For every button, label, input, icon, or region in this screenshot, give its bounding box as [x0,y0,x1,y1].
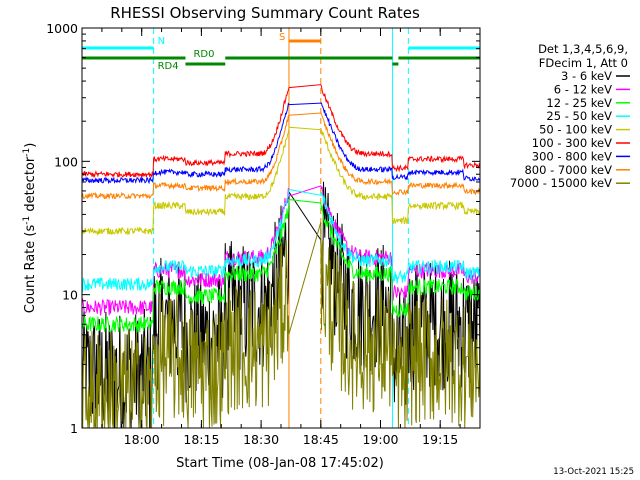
series-line-4 [81,126,481,236]
plot-axes-layer: 18:00 18:15 18:30 18:45 19:00 19:15 1 10 100 1000 [46,21,481,447]
series-line-7 [81,112,481,200]
x-tick-label-1: 18:15 [183,432,219,447]
legend-label-8: 7000 - 15000 keV [510,176,612,190]
series-line-5 [81,84,481,179]
x-tick-label-5: 19:15 [422,432,458,447]
flag-bar-label-1: S [279,32,285,43]
legend-label-4: 50 - 100 keV [539,123,612,137]
y-axis-label-end: ) [23,143,38,148]
legend-header-line-2: FDecim 1, Att 0 [539,56,628,70]
legend-header-line-1: Det 1,3,4,5,6,9, [538,42,628,56]
x-axis-label: Start Time (08-Jan-08 17:45:02) [176,456,384,471]
legend-label-5: 100 - 300 keV [532,136,612,150]
y-tick-label-0: 1 [70,421,78,436]
legend-label-0: 3 - 6 keV [561,69,612,83]
y-tick-label-1: 10 [62,288,78,303]
y-axis-label-sup2: -1 [22,148,32,157]
series-line-8 [81,222,481,429]
x-tick-label-4: 19:00 [362,432,398,447]
legend-label-6: 300 - 800 keV [532,149,612,163]
y-axis-label-mid: detector [23,156,38,216]
footer-date: 13-Oct-2021 15:25 [553,467,634,477]
chart-title: RHESSI Observing Summary Count Rates [110,4,420,22]
y-tick-label-2: 100 [54,154,78,169]
x-tick-label-0: 18:00 [124,432,160,447]
legend-label-3: 25 - 50 keV [546,109,612,123]
y-axis-label-sup1: -1 [22,216,32,225]
y-tick-label-3: 1000 [46,21,78,36]
plot-data-layer: N S RD0 RD4 [81,28,481,429]
series-line-6 [81,102,481,185]
legend-label-1: 6 - 12 keV [554,82,612,96]
legend-label-7: 800 - 7000 keV [524,163,612,177]
x-tick-label-2: 18:30 [243,432,279,447]
flag-bar-label-3: RD4 [158,61,179,72]
y-axis-label-main: Count Rate (s [23,225,38,314]
series-line-3 [81,188,481,293]
y-axis-label: Count Rate (s-1 detector-1) [22,143,38,314]
legend-label-2: 12 - 25 keV [546,96,612,110]
series-line-2 [81,199,481,333]
flag-bar-label-2: RD0 [193,49,214,60]
x-tick-label-3: 18:45 [303,432,339,447]
flag-bar-label-0: N [158,36,165,47]
